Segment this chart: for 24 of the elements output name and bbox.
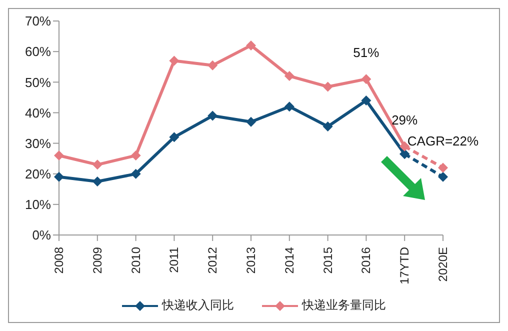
annotation: 29% <box>392 112 418 128</box>
x-tick-label: 2015 <box>320 246 335 274</box>
annotation: CAGR=22% <box>407 134 480 149</box>
annotation: 51% <box>353 45 380 60</box>
x-tick-label: 2011 <box>167 246 182 273</box>
x-tick-label: 2009 <box>90 246 104 274</box>
x-tick-label: 2008 <box>52 246 66 274</box>
y-tick-label: 40% <box>24 105 52 120</box>
x-tick-label: 2010 <box>128 246 143 274</box>
x-tick-label: 2014 <box>282 246 296 274</box>
legend-label: 快递业务量同比 <box>302 297 386 314</box>
x-tick-label: 2016 <box>359 246 374 274</box>
y-tick-label: 60% <box>24 44 52 60</box>
y-tick-label: 20% <box>24 166 52 182</box>
x-tick-label: 2020E <box>436 247 450 282</box>
legend-label: 快递收入同比 <box>162 297 234 314</box>
y-tick-label: 70% <box>24 14 52 29</box>
y-tick-label: 0% <box>32 228 52 243</box>
x-tick-label: 2013 <box>244 246 258 274</box>
x-tick-label: 17YTD <box>398 246 412 284</box>
y-tick-label: 10% <box>24 197 52 212</box>
y-tick-label: 50% <box>24 74 52 90</box>
x-tick-label: 2012 <box>206 246 220 274</box>
y-tick-label: 30% <box>24 136 52 151</box>
